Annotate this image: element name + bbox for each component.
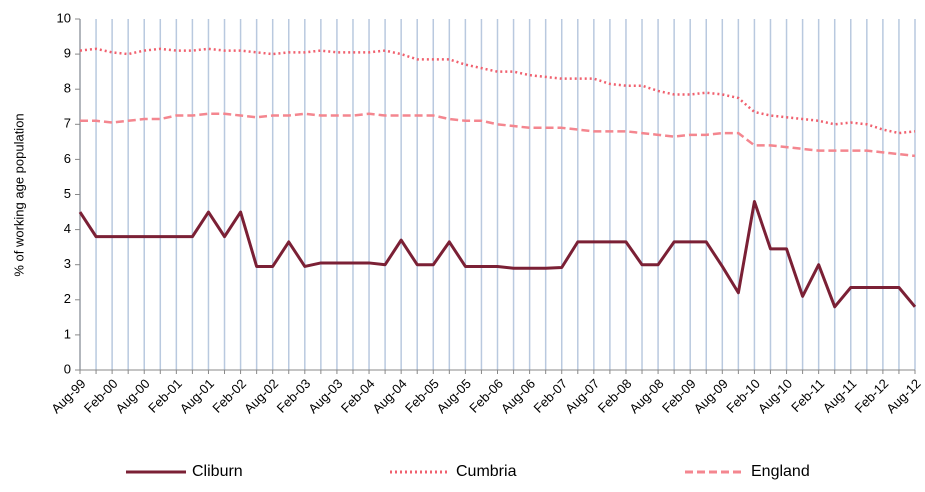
x-tick-label: Aug-09 — [691, 376, 731, 416]
y-tick-label: 2 — [64, 291, 71, 306]
x-tick-label: Feb-09 — [659, 376, 699, 416]
x-tick-label: Aug-00 — [113, 376, 153, 416]
x-tick-label: Feb-12 — [852, 376, 892, 416]
legend-label: England — [751, 463, 810, 480]
legend-label: Cliburn — [192, 463, 243, 480]
x-tick-label: Aug-10 — [755, 376, 795, 416]
x-tick-label: Feb-04 — [338, 376, 378, 416]
x-tick-label: Feb-03 — [274, 376, 314, 416]
y-tick-label: 9 — [64, 46, 71, 61]
x-tick-label: Aug-02 — [241, 376, 281, 416]
y-tick-label: 10 — [57, 10, 71, 25]
x-tick-label: Feb-02 — [209, 376, 249, 416]
legend-label: Cumbria — [456, 463, 517, 480]
x-tick-label: Aug-06 — [498, 376, 538, 416]
x-tick-label: Aug-08 — [626, 376, 666, 416]
x-tick-label: Aug-07 — [562, 376, 602, 416]
y-tick-label: 5 — [64, 186, 71, 201]
x-tick-label: Aug-12 — [883, 376, 923, 416]
y-tick-label: 0 — [64, 361, 71, 376]
series-line — [79, 47, 916, 135]
x-tick-label: Feb-05 — [402, 376, 442, 416]
y-tick-label: 7 — [64, 116, 71, 131]
x-tick-label: Feb-07 — [531, 376, 571, 416]
x-tick-label: Aug-99 — [48, 376, 88, 416]
x-tick-label: Feb-11 — [788, 376, 827, 415]
x-tick-label: Feb-01 — [145, 376, 185, 416]
series-line — [78, 200, 917, 309]
x-tick-label: Feb-06 — [466, 376, 506, 416]
y-tick-label: 1 — [64, 326, 71, 341]
y-tick-label: 8 — [64, 81, 71, 96]
x-tick-label: Aug-03 — [305, 376, 345, 416]
x-tick-label: Feb-00 — [81, 376, 121, 416]
y-axis-label: % of working age population — [11, 113, 26, 276]
x-tick-label: Feb-10 — [723, 376, 763, 416]
x-tick-label: Feb-08 — [595, 376, 635, 416]
x-tick-label: Aug-04 — [369, 376, 409, 416]
y-tick-label: 3 — [64, 256, 71, 271]
x-tick-label: Aug-11 — [820, 376, 860, 416]
y-tick-label: 6 — [64, 151, 71, 166]
x-tick-label: Aug-05 — [434, 376, 474, 416]
y-tick-label: 4 — [64, 221, 71, 236]
x-tick-label: Aug-01 — [177, 376, 217, 416]
series-line — [80, 112, 916, 158]
